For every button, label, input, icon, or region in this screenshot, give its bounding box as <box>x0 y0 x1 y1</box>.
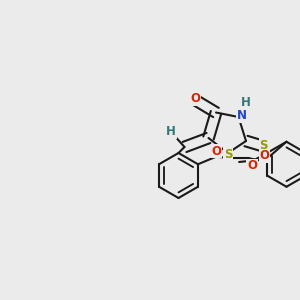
Text: S: S <box>259 139 268 152</box>
Text: O: O <box>260 149 270 162</box>
Text: O: O <box>190 92 200 106</box>
Text: S: S <box>224 148 232 161</box>
Text: H: H <box>241 95 250 109</box>
Text: H: H <box>166 125 176 139</box>
Text: O: O <box>212 145 222 158</box>
Text: N: N <box>236 109 247 122</box>
Text: O: O <box>247 159 257 172</box>
